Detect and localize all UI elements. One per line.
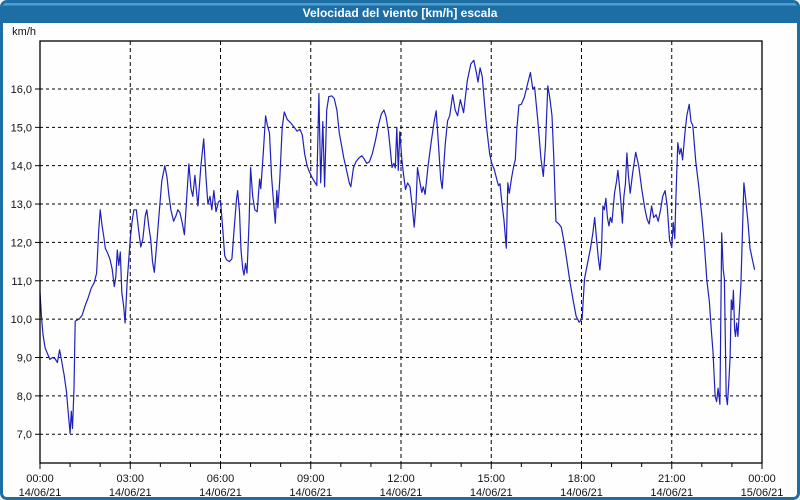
x-gridlines [39, 41, 763, 469]
x-tick-time-label: 18:00 [568, 473, 596, 485]
y-tick-label: 16,0 [11, 84, 32, 96]
y-tick-label: 7,0 [17, 429, 32, 441]
x-tick-date-label: 14/06/21 [19, 487, 62, 498]
y-tick-label: 10,0 [11, 314, 32, 326]
y-tick-label: 15,0 [11, 122, 32, 134]
x-tick-time-label: 06:00 [207, 473, 235, 485]
plot-border [39, 40, 763, 464]
x-tick-date-label: 14/06/21 [560, 487, 603, 498]
x-tick-date-label: 14/06/21 [109, 487, 152, 498]
y-tick-label: 8,0 [17, 391, 32, 403]
wind-speed-series-line [39, 59, 756, 435]
x-tick-date-label: 14/06/21 [650, 487, 693, 498]
x-tick-time-label: 00:00 [748, 473, 776, 485]
x-tick-time-label: 21:00 [658, 473, 686, 485]
x-tick-time-label: 12:00 [387, 473, 415, 485]
x-tick-date-label: 14/06/21 [470, 487, 513, 498]
y-tick-label: 14,0 [11, 161, 32, 173]
x-tick-date-label: 15/06/21 [741, 487, 784, 498]
x-tick-date-label: 14/06/21 [289, 487, 332, 498]
y-tick-label: 9,0 [17, 353, 32, 365]
wind-speed-line-chart: 16,0 15,0 14,0 13,0 12,0 11,0 10,0 9,0 8,0 7,0 00:… [11, 26, 784, 498]
x-tick-date-label: 14/06/21 [199, 487, 242, 498]
x-tick-time-label: 03:00 [116, 473, 144, 485]
x-tick-time-label: 00:00 [26, 473, 54, 485]
y-tick-label: 12,0 [11, 237, 32, 249]
x-tick-time-label: 15:00 [477, 473, 505, 485]
title-bar: Velocidad del viento [km/h] escala [3, 3, 797, 23]
y-axis-unit-label: km/h [12, 26, 36, 38]
x-tick-date-label: 14/06/21 [380, 487, 423, 498]
y-tick-label: 11,0 [11, 276, 32, 288]
x-tick-time-label: 09:00 [297, 473, 325, 485]
y-tick-label: 13,0 [11, 199, 32, 211]
chart-title: Velocidad del viento [km/h] escala [302, 6, 498, 20]
chart-area: 16,0 15,0 14,0 13,0 12,0 11,0 10,0 9,0 8,0 7,0 00:… [3, 23, 797, 497]
